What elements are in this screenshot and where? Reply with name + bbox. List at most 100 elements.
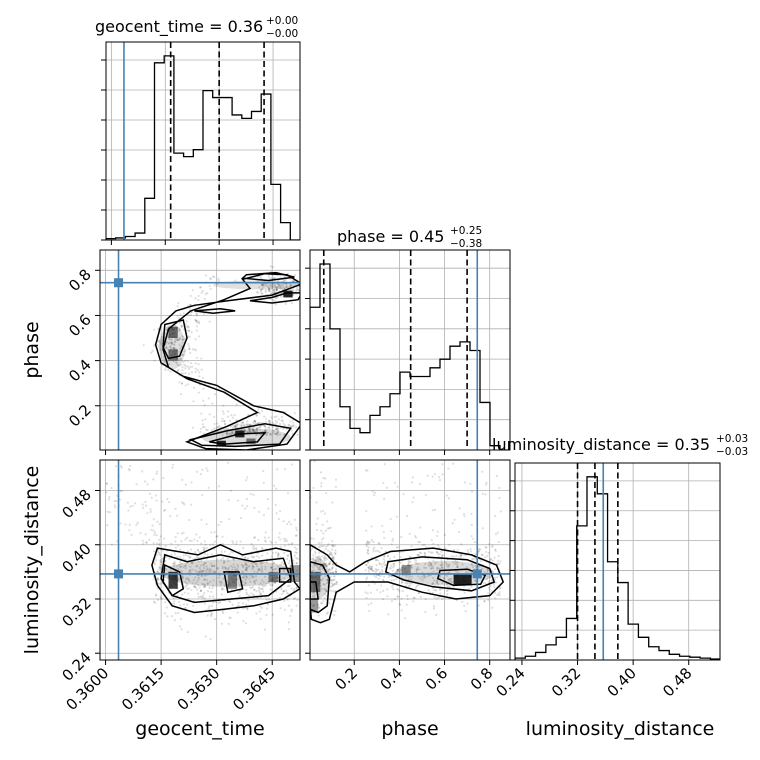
scatter-point [240, 423, 244, 427]
scatter-point [365, 563, 368, 567]
scatter-point [494, 581, 497, 584]
scatter-point [332, 555, 335, 558]
scatter-point [108, 511, 111, 514]
scatter-point [319, 558, 322, 561]
scatter-point [273, 290, 276, 293]
scatter-point [236, 422, 239, 425]
scatter-point [244, 563, 247, 566]
scatter-point [296, 557, 299, 560]
scatter-point [294, 426, 298, 429]
scatter-point [479, 560, 483, 563]
scatter-point [430, 563, 433, 566]
scatter-point [261, 570, 264, 573]
scatter-point [283, 540, 286, 543]
scatter-point [201, 425, 205, 429]
scatter-point [255, 565, 259, 568]
scatter-point [249, 492, 252, 496]
scatter-point [296, 433, 299, 436]
scatter-point [183, 363, 186, 366]
scatter-point [250, 427, 253, 430]
scatter-point [494, 533, 498, 536]
scatter-point [285, 285, 288, 288]
scatter-point [448, 563, 451, 566]
scatter-point [235, 540, 238, 543]
scatter-point [406, 597, 409, 601]
scatter-point [236, 611, 239, 614]
scatter-point [239, 540, 242, 543]
scatter-point [334, 478, 338, 481]
scatter-point [184, 567, 187, 570]
scatter-point [233, 579, 236, 582]
scatter-point [320, 538, 324, 541]
scatter-point [325, 578, 328, 581]
scatter-point [210, 565, 214, 568]
scatter-point [196, 539, 199, 543]
panel-hist-phase [305, 249, 511, 455]
scatter-point [264, 565, 267, 568]
scatter-point [205, 567, 209, 570]
scatter-point [185, 320, 188, 323]
scatter-point [469, 482, 472, 486]
scatter-point [377, 445, 379, 447]
scatter-point [232, 558, 235, 561]
scatter-point [159, 560, 162, 564]
scatter-point [178, 328, 182, 331]
scatter-point [328, 562, 331, 565]
scatter-point [270, 584, 274, 587]
scatter-point [243, 583, 246, 587]
scatter-point [188, 539, 191, 542]
scatter-point [315, 528, 318, 532]
scatter-point [290, 587, 293, 590]
scatter-point [441, 463, 444, 466]
scatter-point [205, 467, 208, 470]
scatter-point [232, 563, 235, 566]
scatter-point [248, 564, 251, 568]
scatter-point [177, 338, 181, 342]
scatter-point [207, 486, 210, 489]
scatter-point [266, 603, 270, 606]
scatter-point [206, 590, 210, 593]
scatter-point [180, 324, 183, 327]
scatter-point [127, 468, 131, 471]
scatter-point [199, 286, 202, 289]
scatter-point [267, 536, 270, 539]
scatter-point [243, 575, 246, 578]
scatter-point [312, 596, 315, 599]
scatter-point [372, 550, 375, 553]
hist-bin-geocent_time-5 [155, 63, 165, 240]
scatter-point [127, 509, 130, 512]
title-distance-plus: +0.03 [716, 433, 748, 445]
scatter-point [466, 602, 469, 605]
markers-geocent-time-hist [123, 42, 265, 240]
scatter-point [292, 559, 295, 562]
scatter-point [204, 562, 207, 565]
scatter-point [222, 404, 225, 407]
scatter-point [274, 541, 277, 544]
scatter-point [498, 486, 501, 490]
scatter-point [267, 581, 270, 584]
scatter-point [335, 583, 339, 586]
scatter-point [228, 616, 231, 619]
scatter-point [389, 517, 392, 521]
scatter-point [412, 496, 415, 499]
scatter-point [209, 287, 212, 290]
scatter-point [157, 345, 160, 348]
scatter-point [260, 546, 264, 550]
scatter-point [320, 541, 323, 544]
scatter-point [203, 602, 206, 605]
scatter-point [182, 336, 185, 339]
scatter-point [284, 278, 288, 281]
scatter-point [329, 560, 332, 563]
scatter-point [325, 491, 328, 495]
scatter-point [200, 595, 203, 599]
scatter-point [201, 571, 204, 574]
scatter-point [196, 312, 199, 316]
scatter-point [269, 583, 272, 586]
scatter-point [182, 502, 185, 505]
scatter-point [370, 565, 374, 568]
scatter-point [387, 613, 390, 616]
scatter-point [302, 290, 304, 292]
scatter-point [181, 575, 184, 578]
scatter-point [383, 497, 386, 500]
xtick-label-phase-2: 0.6 [422, 664, 452, 694]
